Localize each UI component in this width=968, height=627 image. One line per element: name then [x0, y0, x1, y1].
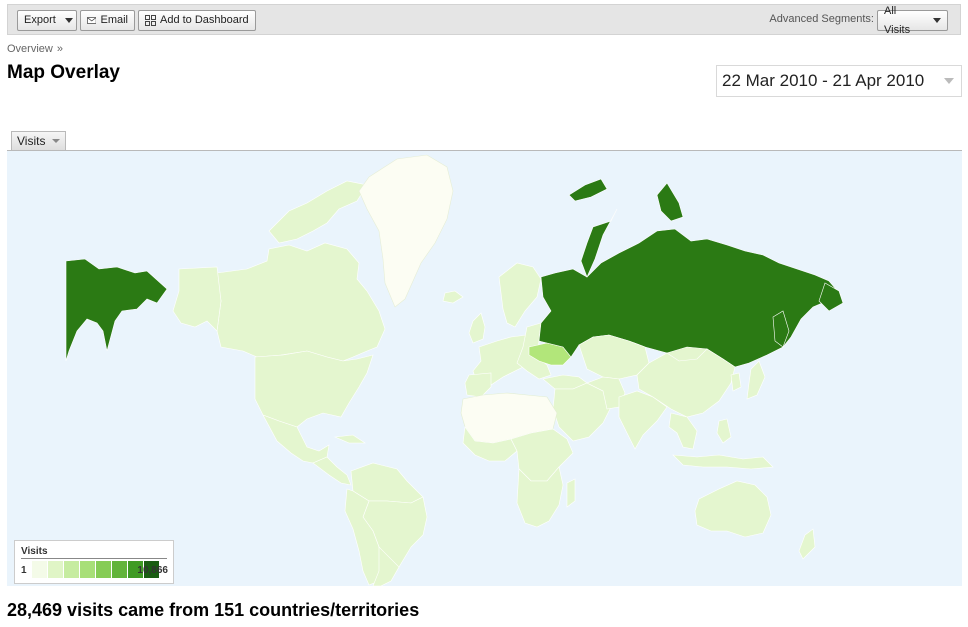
legend-divider: [21, 558, 167, 559]
country-iceland[interactable]: [442, 290, 464, 304]
legend-swatch: [32, 561, 48, 578]
country-india[interactable]: [618, 390, 668, 450]
country-russia-west-wrap[interactable]: [65, 258, 168, 362]
country-southeast-asia[interactable]: [668, 412, 698, 450]
world-map[interactable]: Visits 1 10,866: [7, 151, 962, 586]
legend-swatch: [96, 561, 112, 578]
chevron-down-icon: [52, 139, 61, 143]
add-to-dashboard-button[interactable]: Add to Dashboard: [138, 10, 256, 31]
country-usa[interactable]: [254, 350, 374, 428]
envelope-icon: [87, 17, 97, 24]
chevron-down-icon: [64, 18, 73, 23]
legend-max: 10,866: [137, 565, 168, 576]
country-iberia[interactable]: [464, 372, 492, 398]
country-middle-east[interactable]: [552, 382, 612, 442]
legend-swatch: [128, 561, 144, 578]
breadcrumb: Overview»: [7, 43, 63, 55]
date-range-dropdown[interactable]: [937, 66, 961, 96]
country-madagascar[interactable]: [566, 478, 576, 508]
country-russian-arctic-island[interactable]: [656, 182, 684, 222]
world-map-svg: [65, 154, 844, 586]
country-central-america[interactable]: [312, 456, 352, 486]
country-korea[interactable]: [730, 372, 742, 392]
country-arctic-islands[interactable]: [268, 180, 368, 244]
chevron-down-icon: [944, 78, 954, 84]
country-greenland[interactable]: [358, 154, 454, 308]
visits-summary: 28,469 visits came from 151 countries/te…: [7, 600, 420, 620]
report-toolbar: Export Email Add to Dashboard Advanced S…: [7, 4, 961, 36]
legend-color-scale: [32, 561, 160, 578]
country-philippines[interactable]: [716, 418, 732, 444]
export-button[interactable]: Export: [17, 10, 77, 31]
chevron-down-icon: [933, 18, 941, 23]
advanced-segments-label: Advanced Segments:: [769, 13, 874, 25]
country-southern-africa[interactable]: [516, 466, 564, 528]
email-button[interactable]: Email: [80, 10, 135, 31]
segments-value: All Visits: [884, 4, 911, 36]
country-cuba[interactable]: [333, 434, 366, 444]
legend-swatch: [48, 561, 64, 578]
legend-swatch: [80, 561, 96, 578]
tab-divider: [7, 150, 962, 151]
map-legend: Visits 1 10,866: [14, 540, 174, 584]
country-mexico[interactable]: [262, 414, 330, 464]
legend-min: 1: [21, 565, 27, 576]
metric-selector-tab[interactable]: Visits: [11, 131, 67, 150]
country-svalbard[interactable]: [568, 178, 608, 202]
country-mongolia[interactable]: [666, 346, 708, 362]
country-japan[interactable]: [746, 360, 766, 400]
country-west-africa[interactable]: [462, 426, 518, 462]
metric-label: Visits: [17, 134, 46, 148]
country-uk[interactable]: [468, 312, 486, 344]
country-russia[interactable]: [538, 228, 842, 368]
segments-select[interactable]: All Visits: [877, 5, 948, 36]
country-new-zealand[interactable]: [798, 528, 816, 560]
country-argentina[interactable]: [372, 546, 400, 586]
country-canada[interactable]: [216, 242, 386, 362]
country-novaya-zemlya[interactable]: [580, 208, 618, 278]
export-label: Export: [24, 14, 56, 26]
country-alaska[interactable]: [172, 266, 222, 332]
date-range-text: 22 Mar 2010 - 21 Apr 2010: [722, 71, 925, 90]
breadcrumb-overview-link[interactable]: Overview: [7, 43, 53, 55]
country-australia[interactable]: [694, 480, 772, 538]
legend-swatch: [64, 561, 80, 578]
legend-swatch: [144, 561, 160, 578]
country-indonesia[interactable]: [672, 454, 774, 470]
page-title: Map Overlay: [7, 62, 120, 83]
country-kamchatka[interactable]: [818, 282, 844, 312]
add-to-dashboard-label: Add to Dashboard: [160, 14, 249, 26]
email-label: Email: [100, 14, 128, 26]
date-range-picker[interactable]: 22 Mar 2010 - 21 Apr 2010: [716, 65, 962, 97]
legend-title: Visits: [21, 546, 48, 557]
country-scandinavia[interactable]: [498, 262, 542, 328]
country-sakhalin[interactable]: [772, 310, 790, 348]
breadcrumb-separator: »: [56, 43, 63, 55]
dashboard-icon: [145, 15, 156, 26]
legend-swatch: [112, 561, 128, 578]
